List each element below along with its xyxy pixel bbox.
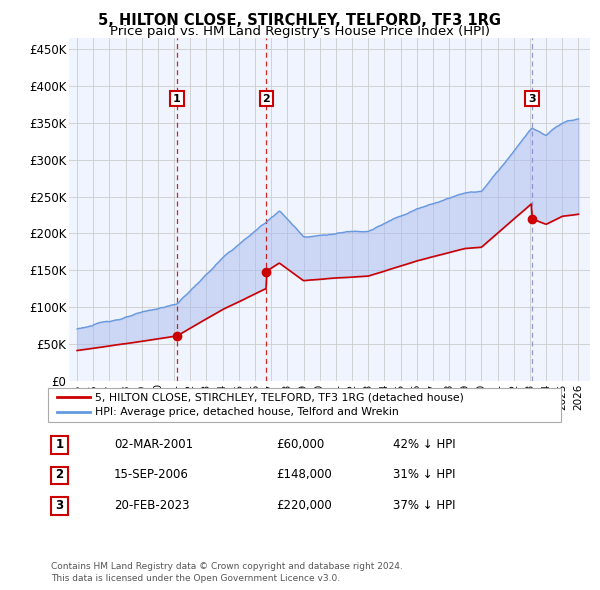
Text: £220,000: £220,000 (276, 499, 332, 512)
Text: Price paid vs. HM Land Registry's House Price Index (HPI): Price paid vs. HM Land Registry's House … (110, 25, 490, 38)
Text: £60,000: £60,000 (276, 438, 324, 451)
Text: 31% ↓ HPI: 31% ↓ HPI (393, 468, 455, 481)
Text: Contains HM Land Registry data © Crown copyright and database right 2024.
This d: Contains HM Land Registry data © Crown c… (51, 562, 403, 583)
Text: 3: 3 (55, 499, 64, 512)
Text: 5, HILTON CLOSE, STIRCHLEY, TELFORD, TF3 1RG: 5, HILTON CLOSE, STIRCHLEY, TELFORD, TF3… (98, 13, 502, 28)
Text: 3: 3 (528, 94, 536, 104)
Text: 2: 2 (55, 468, 64, 481)
Text: 1: 1 (173, 94, 181, 104)
Text: 02-MAR-2001: 02-MAR-2001 (114, 438, 193, 451)
Text: HPI: Average price, detached house, Telford and Wrekin: HPI: Average price, detached house, Telf… (95, 407, 398, 417)
Text: £148,000: £148,000 (276, 468, 332, 481)
Text: 42% ↓ HPI: 42% ↓ HPI (393, 438, 455, 451)
Text: 20-FEB-2023: 20-FEB-2023 (114, 499, 190, 512)
Text: 2: 2 (263, 94, 271, 104)
Text: 5, HILTON CLOSE, STIRCHLEY, TELFORD, TF3 1RG (detached house): 5, HILTON CLOSE, STIRCHLEY, TELFORD, TF3… (95, 392, 464, 402)
Text: 1: 1 (55, 438, 64, 451)
Text: 15-SEP-2006: 15-SEP-2006 (114, 468, 189, 481)
Text: 37% ↓ HPI: 37% ↓ HPI (393, 499, 455, 512)
